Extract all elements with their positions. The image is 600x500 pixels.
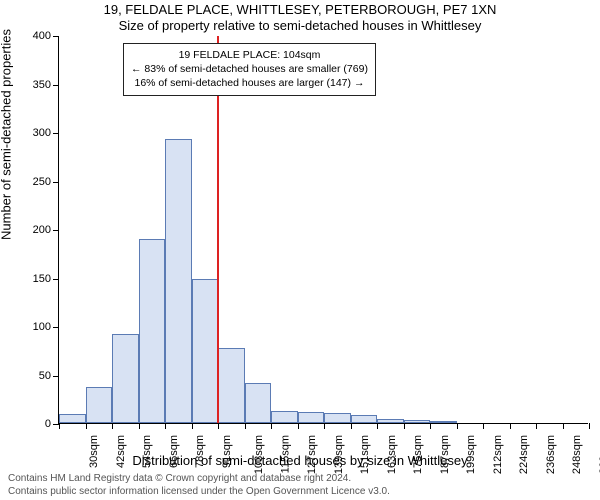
x-tick: [351, 423, 352, 429]
x-tick: [112, 423, 113, 429]
x-tick-label: 199sqm: [465, 435, 477, 474]
histogram-bar: [139, 239, 166, 423]
y-tick-label: 200: [33, 224, 59, 236]
histogram-bar: [245, 383, 272, 423]
chart-title-line1: 19, FELDALE PLACE, WHITTLESEY, PETERBORO…: [0, 2, 600, 17]
histogram-bar: [86, 387, 113, 423]
x-tick: [324, 423, 325, 429]
histogram-bar: [430, 421, 457, 423]
x-tick-label: 42sqm: [115, 435, 127, 468]
x-tick-label: 78sqm: [194, 435, 206, 468]
attribution-line2: Contains public sector information licen…: [8, 486, 592, 499]
histogram-bar: [271, 411, 298, 423]
x-tick-label: 151sqm: [359, 435, 371, 474]
x-tick: [536, 423, 537, 429]
x-tick-label: 30sqm: [88, 435, 100, 468]
histogram-bar: [377, 419, 404, 423]
x-tick-label: 224sqm: [518, 435, 530, 474]
histogram-bar: [351, 415, 378, 423]
attribution: Contains HM Land Registry data © Crown c…: [8, 473, 592, 498]
x-tick-label: 127sqm: [306, 435, 318, 474]
x-tick-label: 236sqm: [545, 435, 557, 474]
attribution-line1: Contains HM Land Registry data © Crown c…: [8, 473, 592, 486]
x-tick: [510, 423, 511, 429]
x-tick: [563, 423, 564, 429]
x-tick: [589, 423, 590, 429]
y-tick-label: 250: [33, 176, 59, 188]
annotation-line2: ← 83% of semi-detached houses are smalle…: [131, 62, 368, 76]
histogram-bar: [112, 334, 139, 423]
y-tick-label: 350: [33, 79, 59, 91]
x-tick-label: 66sqm: [168, 435, 180, 468]
y-tick-label: 300: [33, 127, 59, 139]
annotation-box: 19 FELDALE PLACE: 104sqm ← 83% of semi-d…: [123, 43, 376, 96]
x-tick-label: 115sqm: [279, 435, 291, 473]
x-tick-label: 139sqm: [333, 435, 345, 474]
plot-area: 05010015020025030035040030sqm42sqm54sqm6…: [58, 36, 588, 424]
property-size-histogram: 19, FELDALE PLACE, WHITTLESEY, PETERBORO…: [0, 0, 600, 500]
annotation-line3: 16% of semi-detached houses are larger (…: [131, 76, 368, 90]
x-tick: [139, 423, 140, 429]
x-tick: [165, 423, 166, 429]
x-tick: [404, 423, 405, 429]
histogram-bar: [192, 279, 219, 423]
x-tick-label: 175sqm: [412, 435, 424, 474]
histogram-bar: [59, 414, 86, 423]
x-tick-label: 91sqm: [221, 435, 233, 468]
x-tick: [271, 423, 272, 429]
x-tick-label: 212sqm: [492, 435, 504, 474]
histogram-bar: [218, 348, 245, 423]
histogram-bar: [165, 139, 192, 423]
x-tick: [298, 423, 299, 429]
annotation-line1: 19 FELDALE PLACE: 104sqm: [131, 48, 368, 62]
x-tick: [218, 423, 219, 429]
chart-title-line2: Size of property relative to semi-detach…: [0, 18, 600, 33]
x-tick-label: 248sqm: [571, 435, 583, 474]
x-tick: [245, 423, 246, 429]
histogram-bar: [404, 420, 431, 423]
x-tick: [377, 423, 378, 429]
x-tick-label: 103sqm: [253, 435, 265, 474]
y-tick-label: 0: [45, 418, 59, 430]
x-tick-label: 187sqm: [439, 435, 451, 474]
y-tick-label: 100: [33, 321, 59, 333]
y-tick-label: 50: [39, 370, 59, 382]
y-tick-label: 400: [33, 30, 59, 42]
x-tick: [483, 423, 484, 429]
histogram-bar: [298, 412, 325, 423]
y-axis-label: Number of semi-detached properties: [0, 29, 14, 240]
histogram-bar: [324, 413, 351, 423]
x-tick: [430, 423, 431, 429]
x-tick: [59, 423, 60, 429]
x-tick: [457, 423, 458, 429]
x-tick: [86, 423, 87, 429]
x-tick-label: 163sqm: [386, 435, 398, 474]
y-tick-label: 150: [33, 273, 59, 285]
x-tick-label: 54sqm: [141, 435, 153, 468]
x-tick: [192, 423, 193, 429]
